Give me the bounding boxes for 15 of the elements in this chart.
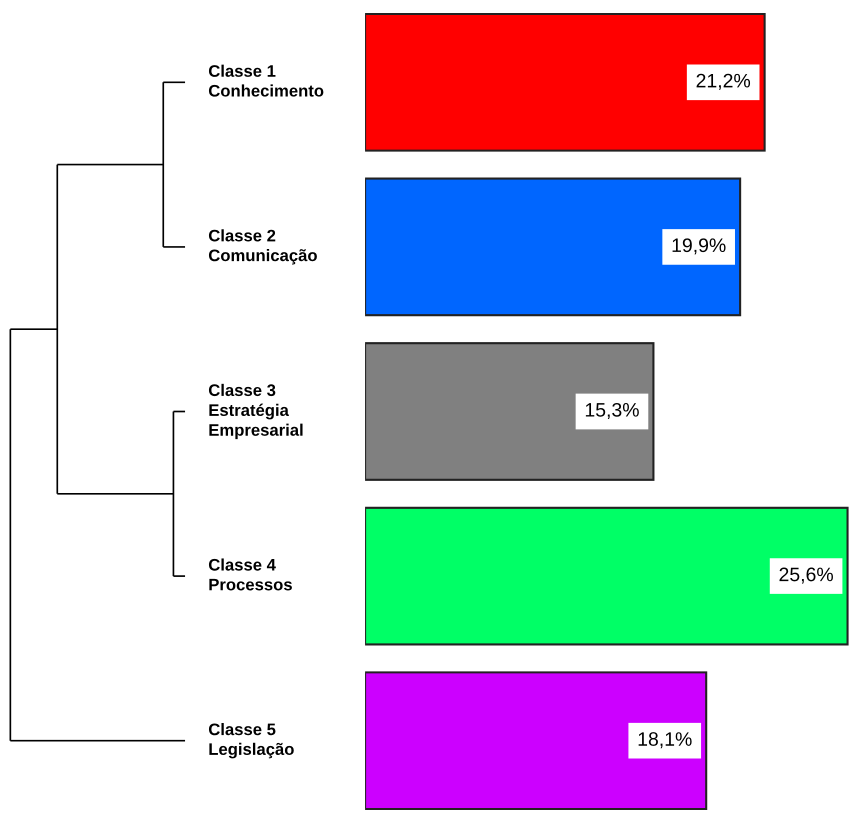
data-label: 15,3% <box>586 402 639 420</box>
y-tick-label: Classe 1 Conhecimento <box>208 64 324 97</box>
bar <box>365 12 766 152</box>
y-tick-label: Classe 3 Estratégia Empresarial <box>208 384 303 440</box>
bar <box>365 671 708 810</box>
data-label: 25,6% <box>780 568 833 584</box>
bar <box>365 342 654 481</box>
data-label: 19,9% <box>672 238 726 254</box>
y-tick-label: Classe 2 Comunicação <box>208 229 317 265</box>
y-tick-label: Classe 5 Legislação <box>208 723 294 758</box>
bar <box>365 178 742 316</box>
data-label: 21,2% <box>696 74 750 90</box>
bar <box>365 506 849 646</box>
data-label: 18,1% <box>638 732 692 748</box>
y-tick-label: Classe 4 Processos <box>208 558 292 590</box>
